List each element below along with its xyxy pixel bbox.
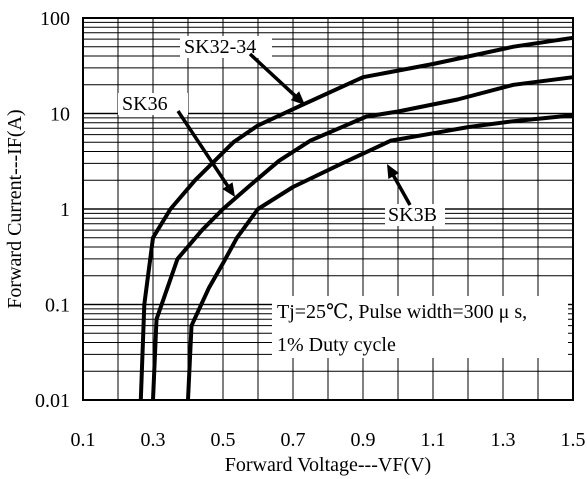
x-tick-label: 1.1	[421, 429, 446, 451]
curve-sk32-34	[138, 35, 574, 401]
curve-sk3b	[186, 113, 574, 401]
label-sk32-34: SK32-34	[184, 36, 256, 58]
y-tick-label: 0.1	[45, 295, 70, 317]
x-tick-label: 0.5	[211, 429, 236, 451]
arrow-sk32-34	[248, 52, 305, 105]
arrow-sk3b	[387, 164, 412, 206]
y-tick-label: 1	[60, 199, 70, 221]
arrow-sk36	[176, 110, 235, 197]
x-tick-label: 0.3	[141, 429, 166, 451]
label-background-sk36	[118, 93, 188, 115]
x-tick-label: 0.9	[351, 429, 376, 451]
label-background-sk32	[180, 36, 272, 58]
y-tick-label: 0.01	[35, 390, 70, 412]
label-sk36: SK36	[122, 93, 168, 115]
x-tick-label: 0.1	[71, 429, 96, 451]
note-conditions: Tj=25℃, Pulse width=300 μ s,	[277, 301, 527, 323]
y-tick-label: 10	[50, 104, 70, 126]
x-tick-label: 0.7	[281, 429, 306, 451]
x-tick-label: 1.3	[491, 429, 516, 451]
y-tick-label: 100	[40, 8, 70, 30]
x-tick-label: 1.5	[561, 429, 586, 451]
plot-frame	[82, 17, 574, 401]
note-duty-cycle: 1% Duty cycle	[277, 334, 396, 356]
curve-sk36	[151, 75, 574, 401]
label-sk3b: SK3B	[388, 204, 437, 226]
label-background-sk3b	[385, 204, 445, 226]
x-axis-label: Forward Voltage---VF(V)	[225, 454, 431, 476]
note-background	[272, 296, 568, 358]
y-axis-label: Forward Current---IF(A)	[4, 109, 26, 308]
